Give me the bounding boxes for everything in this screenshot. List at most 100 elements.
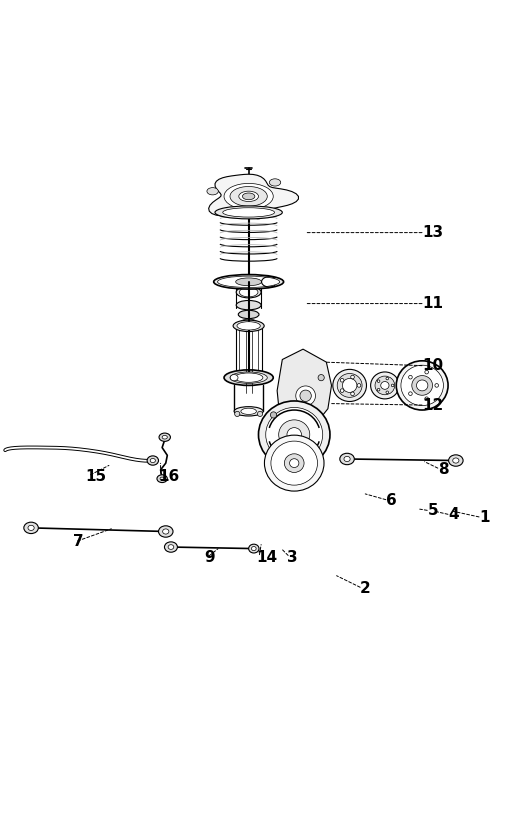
Text: 6: 6 xyxy=(386,493,397,508)
Ellipse shape xyxy=(409,376,412,379)
Polygon shape xyxy=(209,174,298,216)
Ellipse shape xyxy=(340,389,344,392)
Text: 11: 11 xyxy=(422,296,443,311)
Ellipse shape xyxy=(266,407,323,461)
Ellipse shape xyxy=(165,541,177,552)
Ellipse shape xyxy=(279,420,310,449)
Ellipse shape xyxy=(242,193,255,200)
Ellipse shape xyxy=(351,392,354,396)
Ellipse shape xyxy=(386,377,388,380)
Ellipse shape xyxy=(337,373,362,397)
Ellipse shape xyxy=(230,187,267,207)
Ellipse shape xyxy=(396,361,448,410)
Ellipse shape xyxy=(412,376,433,396)
Ellipse shape xyxy=(249,544,259,553)
Ellipse shape xyxy=(24,522,38,534)
Ellipse shape xyxy=(425,371,428,374)
Ellipse shape xyxy=(159,433,170,441)
Polygon shape xyxy=(277,349,332,432)
Text: 1: 1 xyxy=(479,510,490,525)
Text: 8: 8 xyxy=(438,461,449,476)
Ellipse shape xyxy=(147,456,159,465)
Ellipse shape xyxy=(237,322,260,330)
Ellipse shape xyxy=(160,477,164,480)
Ellipse shape xyxy=(241,408,256,415)
Ellipse shape xyxy=(233,320,264,332)
Text: 2: 2 xyxy=(360,581,371,596)
Ellipse shape xyxy=(344,456,350,461)
Ellipse shape xyxy=(381,382,389,389)
Ellipse shape xyxy=(416,380,428,391)
Ellipse shape xyxy=(159,526,173,537)
Ellipse shape xyxy=(168,545,174,550)
Text: 14: 14 xyxy=(256,550,278,565)
Ellipse shape xyxy=(223,207,275,217)
Ellipse shape xyxy=(392,384,394,387)
Text: 4: 4 xyxy=(448,507,459,522)
Ellipse shape xyxy=(377,380,380,382)
Ellipse shape xyxy=(224,370,274,386)
Ellipse shape xyxy=(296,386,315,406)
Ellipse shape xyxy=(401,365,443,406)
Ellipse shape xyxy=(234,407,263,416)
Ellipse shape xyxy=(240,319,257,327)
Text: 5: 5 xyxy=(427,503,438,518)
Text: 13: 13 xyxy=(422,225,443,240)
Text: 12: 12 xyxy=(422,397,443,412)
Ellipse shape xyxy=(409,392,412,396)
Ellipse shape xyxy=(425,397,428,401)
Ellipse shape xyxy=(357,384,361,387)
Ellipse shape xyxy=(342,378,357,392)
Ellipse shape xyxy=(435,384,438,387)
Ellipse shape xyxy=(163,529,169,534)
Ellipse shape xyxy=(318,375,324,381)
Ellipse shape xyxy=(230,375,238,381)
Ellipse shape xyxy=(213,275,284,289)
Text: 9: 9 xyxy=(205,550,215,565)
Ellipse shape xyxy=(162,436,167,439)
Ellipse shape xyxy=(224,183,274,209)
Ellipse shape xyxy=(239,191,258,202)
Ellipse shape xyxy=(253,212,264,219)
Ellipse shape xyxy=(285,409,290,414)
Ellipse shape xyxy=(386,391,388,394)
Ellipse shape xyxy=(218,276,280,287)
Ellipse shape xyxy=(287,427,301,441)
Ellipse shape xyxy=(375,376,395,395)
Ellipse shape xyxy=(351,375,354,379)
Ellipse shape xyxy=(269,179,281,186)
Ellipse shape xyxy=(333,369,367,402)
Text: 10: 10 xyxy=(422,358,443,373)
Ellipse shape xyxy=(284,454,304,472)
Ellipse shape xyxy=(239,287,258,297)
Ellipse shape xyxy=(340,453,354,465)
Text: 3: 3 xyxy=(287,550,298,565)
Ellipse shape xyxy=(257,412,263,416)
Ellipse shape xyxy=(236,278,262,286)
Ellipse shape xyxy=(236,301,261,310)
Text: 16: 16 xyxy=(158,469,179,484)
Ellipse shape xyxy=(371,372,399,399)
Ellipse shape xyxy=(271,441,318,485)
Ellipse shape xyxy=(215,206,282,219)
Ellipse shape xyxy=(207,187,218,195)
Text: 15: 15 xyxy=(85,469,107,484)
Ellipse shape xyxy=(377,388,380,391)
Ellipse shape xyxy=(238,311,259,318)
Ellipse shape xyxy=(235,412,240,416)
Ellipse shape xyxy=(453,458,459,463)
Ellipse shape xyxy=(234,373,263,382)
Ellipse shape xyxy=(270,412,277,418)
Ellipse shape xyxy=(290,459,299,467)
Ellipse shape xyxy=(28,526,34,531)
Ellipse shape xyxy=(300,390,311,402)
Ellipse shape xyxy=(236,287,261,298)
Ellipse shape xyxy=(449,455,463,466)
Ellipse shape xyxy=(252,546,256,551)
Ellipse shape xyxy=(258,401,330,468)
Ellipse shape xyxy=(264,435,324,491)
Ellipse shape xyxy=(340,378,344,382)
Ellipse shape xyxy=(230,372,267,383)
Text: 7: 7 xyxy=(73,534,83,549)
Ellipse shape xyxy=(157,475,167,482)
